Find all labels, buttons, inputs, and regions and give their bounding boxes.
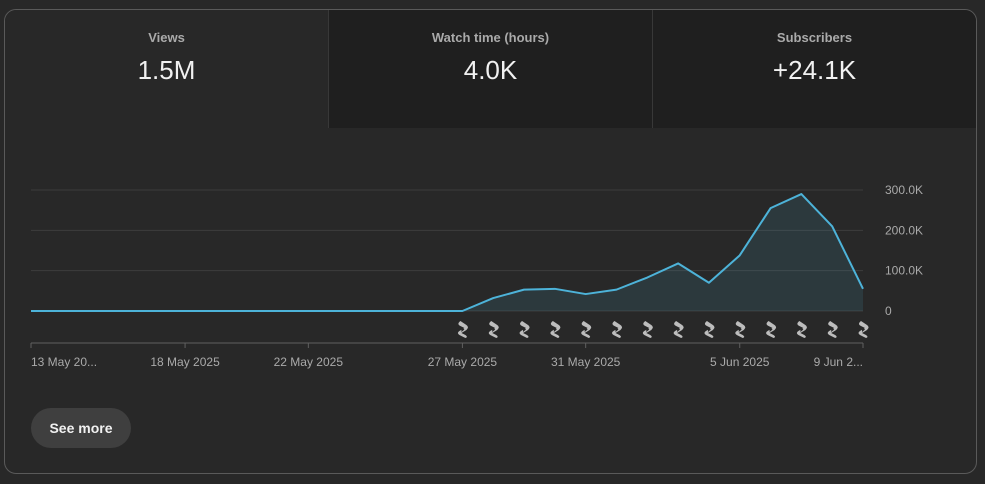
tab-subscribers-label: Subscribers [776, 30, 853, 45]
y-tick-label: 100.0K [885, 264, 923, 278]
shorts-icon[interactable] [550, 321, 561, 338]
tab-watch-time-value: 4.0K [463, 55, 518, 85]
tab-views-label: Views [148, 30, 185, 45]
shorts-icon[interactable] [642, 321, 653, 338]
shorts-icon[interactable] [704, 321, 715, 338]
x-tick-label: 18 May 2025 [150, 355, 220, 369]
series-area [31, 194, 863, 311]
shorts-icon[interactable] [827, 321, 838, 338]
metric-tabs: Views 1.5M Watch time (hours) 4.0K Subsc… [5, 10, 976, 128]
x-tick-label: 13 May 20... [31, 355, 97, 369]
shorts-icon[interactable] [735, 321, 746, 338]
tab-watch-time[interactable]: Watch time (hours) 4.0K [328, 10, 652, 128]
see-more-button[interactable]: See more [31, 408, 131, 448]
shorts-icon[interactable] [611, 321, 622, 338]
shorts-icon[interactable] [457, 321, 468, 338]
shorts-icon[interactable] [581, 321, 592, 338]
tab-subscribers-value: +24.1K [772, 55, 857, 85]
y-tick-label: 0 [885, 304, 892, 318]
tab-watch-time-label: Watch time (hours) [431, 30, 550, 45]
views-chart: 0 100.0K 200.0K 300.0K 13 May 20... 18 May 20… [30, 183, 923, 369]
y-tick-label: 300.0K [885, 183, 923, 197]
tab-views-value: 1.5M [137, 55, 196, 85]
shorts-icon[interactable] [796, 321, 807, 338]
shorts-icon[interactable] [673, 321, 684, 338]
x-tick-label: 27 May 2025 [428, 355, 498, 369]
shorts-icon[interactable] [519, 321, 530, 338]
analytics-card: Views 1.5M Watch time (hours) 4.0K Subsc… [4, 9, 977, 474]
series-line [31, 193, 864, 312]
x-tick-label: 31 May 2025 [551, 355, 621, 369]
tab-subscribers[interactable]: Subscribers +24.1K [652, 10, 976, 128]
x-tick-label: 9 Jun 2... [814, 355, 863, 369]
shorts-icon[interactable] [766, 321, 777, 338]
x-tick-label: 5 Jun 2025 [710, 355, 770, 369]
shorts-icon[interactable] [858, 321, 869, 338]
x-tick-label: 22 May 2025 [274, 355, 344, 369]
shorts-icon[interactable] [488, 321, 499, 338]
tab-views[interactable]: Views 1.5M [5, 10, 328, 128]
y-tick-label: 200.0K [885, 223, 923, 237]
